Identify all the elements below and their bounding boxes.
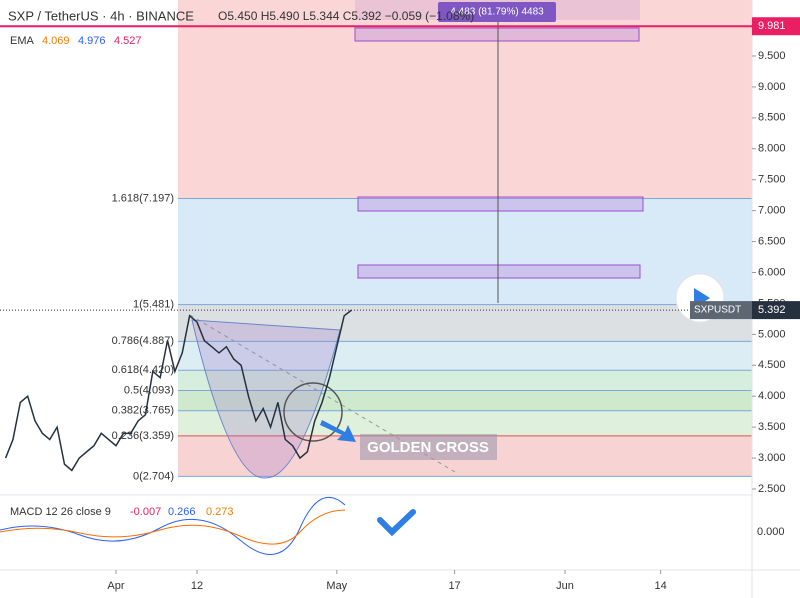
y-tick-label: 7.500 (758, 174, 786, 186)
measure-label-box (438, 2, 556, 22)
checkmark (377, 509, 416, 537)
cup-shape (191, 319, 341, 479)
fib-label: 0(2.704) (133, 470, 174, 482)
ema-value: 4.527 (114, 35, 142, 47)
macd-value: 0.266 (168, 506, 196, 518)
x-tick-label: 12 (191, 580, 203, 592)
y-tick-label: 4.000 (758, 390, 786, 402)
fib-label: 1.618(7.197) (112, 192, 174, 204)
price-line (4, 309, 352, 472)
measure-label: 4.483 (81.79%) 4483 (450, 7, 544, 18)
fib-zone (178, 0, 752, 199)
symbol-box (690, 301, 752, 320)
box (357, 196, 644, 212)
macd-value: -0.007 (130, 506, 161, 518)
x-tick-label: Apr (107, 580, 124, 592)
target-label: 9.981 (758, 20, 786, 32)
annotation-box (360, 434, 497, 460)
signal-line (0, 509, 346, 545)
macd-value: 0.273 (206, 506, 234, 518)
fib-zone (178, 198, 752, 305)
fib-label: 0.786(4.887) (112, 335, 174, 347)
y-tick-label: 9.500 (758, 50, 786, 62)
fib-label: 0.382(3.765) (112, 405, 174, 417)
ohlc: O5.450 H5.490 L5.344 C5.392 −0.059 (−1.0… (218, 9, 474, 23)
target-label-box (752, 17, 800, 36)
macd-line (0, 496, 346, 555)
fib-zone (178, 304, 752, 342)
ema-value: 4.976 (78, 35, 106, 47)
y-tick-label: 8.000 (758, 143, 786, 155)
x-tick-label: 17 (448, 580, 460, 592)
arrow (320, 420, 356, 442)
macd-label: MACD 12 26 close 9 (10, 506, 111, 518)
macd-tick-label: 0.000 (757, 526, 785, 538)
y-tick-label: 8.500 (758, 112, 786, 124)
y-tick-label: 2.500 (758, 483, 786, 495)
y-tick-label: 7.000 (758, 205, 786, 217)
y-tick-label: 5.000 (758, 328, 786, 340)
fib-zone (178, 370, 752, 391)
x-tick-label: 14 (655, 580, 667, 592)
fib-label: 0.618(4.420) (112, 364, 174, 376)
last-price-label: 5.392 (758, 304, 786, 316)
fib-label: 0.236(3.359) (112, 430, 174, 442)
fib-zone (178, 341, 752, 371)
y-tick-label: 9.000 (758, 81, 786, 93)
box (357, 264, 641, 279)
box (354, 27, 640, 42)
x-tick-label: Jun (556, 580, 574, 592)
last-price-box (752, 301, 800, 320)
y-tick-label: 6.500 (758, 235, 786, 247)
annotation: GOLDEN CROSS (367, 439, 489, 456)
ema-label: EMA (10, 35, 35, 47)
y-tick-label: 3.000 (758, 452, 786, 464)
highlight-circle (283, 382, 343, 442)
symbol-title: SXP / TetherUS · 4h · BINANCE (8, 8, 194, 23)
ema-value: 4.069 (42, 35, 70, 47)
fib-label: 1(5.481) (133, 299, 174, 311)
y-tick-label: 4.500 (758, 359, 786, 371)
y-tick-label: 6.000 (758, 266, 786, 278)
x-tick-label: May (326, 580, 347, 592)
symbol-label: SXPUSDT (694, 305, 741, 316)
y-tick-label: 3.500 (758, 421, 786, 433)
background (178, 0, 752, 477)
